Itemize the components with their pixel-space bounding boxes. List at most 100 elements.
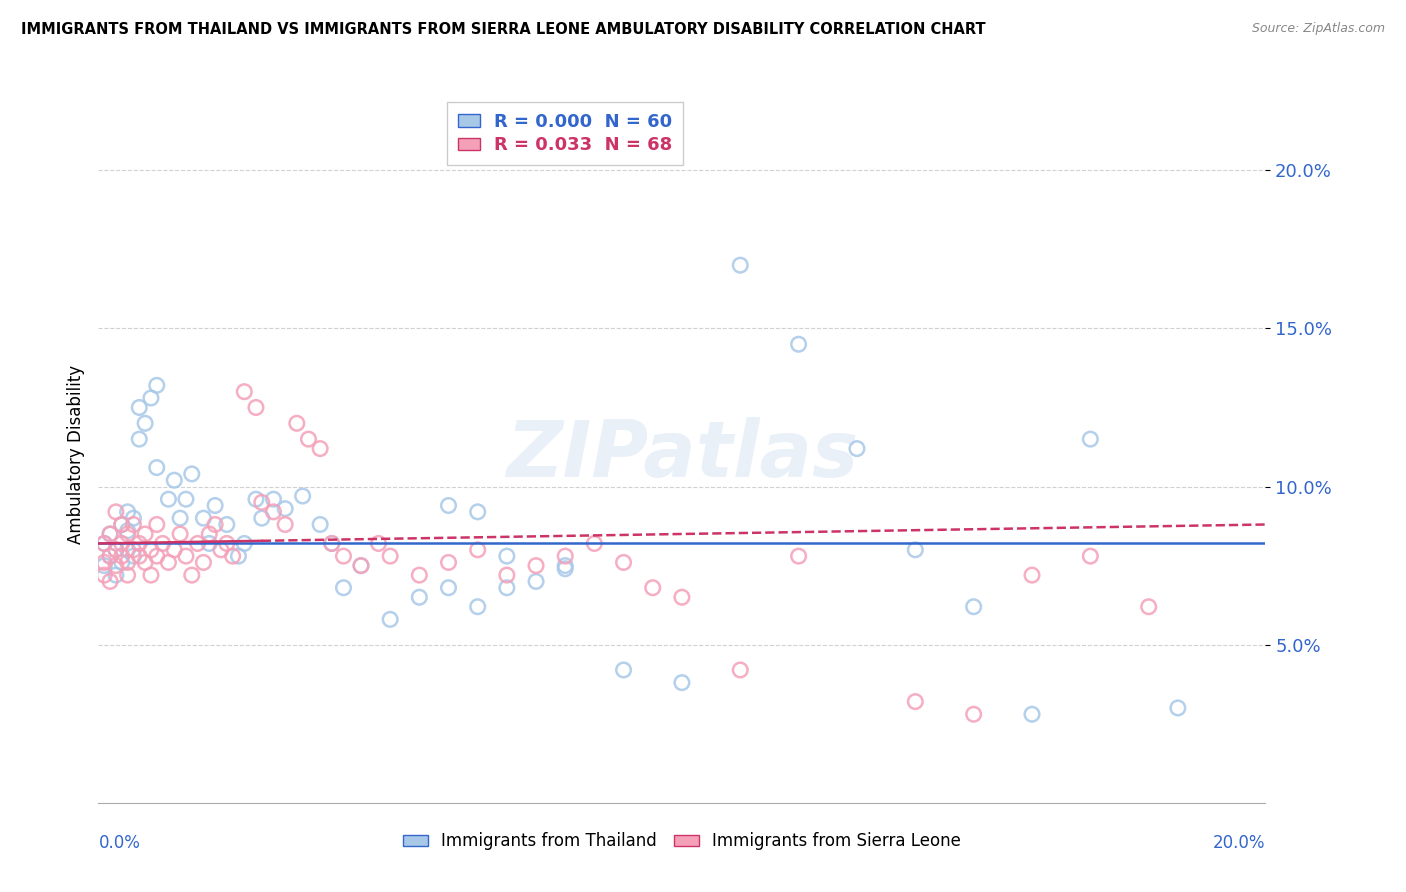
Point xyxy=(104,542,127,557)
Point xyxy=(904,542,927,557)
Point xyxy=(157,492,180,507)
Point xyxy=(554,562,576,576)
Point xyxy=(350,558,373,573)
Point xyxy=(467,505,489,519)
Point xyxy=(671,675,693,690)
Point xyxy=(1080,432,1102,446)
Point xyxy=(583,536,606,550)
Point xyxy=(846,442,869,456)
Point xyxy=(193,511,215,525)
Point xyxy=(169,511,191,525)
Point xyxy=(122,517,145,532)
Point xyxy=(111,517,134,532)
Point xyxy=(98,574,121,589)
Point xyxy=(274,517,297,532)
Point xyxy=(221,549,243,563)
Point xyxy=(321,536,343,550)
Point xyxy=(98,549,121,563)
Point xyxy=(187,536,209,550)
Point xyxy=(117,524,139,538)
Point xyxy=(262,505,284,519)
Point xyxy=(496,581,519,595)
Point xyxy=(157,556,180,570)
Point xyxy=(93,536,115,550)
Point xyxy=(139,568,162,582)
Point xyxy=(209,542,232,557)
Point xyxy=(787,337,810,351)
Point xyxy=(437,581,460,595)
Point xyxy=(467,542,489,557)
Point xyxy=(117,556,139,570)
Point xyxy=(93,536,115,550)
Point xyxy=(117,568,139,582)
Point xyxy=(128,549,150,563)
Text: 20.0%: 20.0% xyxy=(1213,834,1265,852)
Point xyxy=(111,517,134,532)
Point xyxy=(437,499,460,513)
Point xyxy=(146,549,169,563)
Point xyxy=(215,517,238,532)
Point xyxy=(962,599,984,614)
Point xyxy=(174,492,197,507)
Point xyxy=(117,527,139,541)
Point xyxy=(228,549,250,563)
Point xyxy=(117,542,139,557)
Point xyxy=(93,568,115,582)
Point xyxy=(104,542,127,557)
Point xyxy=(117,505,139,519)
Point xyxy=(350,558,373,573)
Point xyxy=(111,556,134,570)
Point xyxy=(134,417,156,431)
Point xyxy=(122,542,145,557)
Point xyxy=(198,527,221,541)
Point xyxy=(671,591,693,605)
Point xyxy=(321,536,343,550)
Point xyxy=(1167,701,1189,715)
Point xyxy=(104,505,127,519)
Point xyxy=(904,695,927,709)
Point xyxy=(250,511,273,525)
Point xyxy=(111,549,134,563)
Point xyxy=(93,558,115,573)
Point xyxy=(204,517,226,532)
Text: IMMIGRANTS FROM THAILAND VS IMMIGRANTS FROM SIERRA LEONE AMBULATORY DISABILITY C: IMMIGRANTS FROM THAILAND VS IMMIGRANTS F… xyxy=(21,22,986,37)
Point xyxy=(204,499,226,513)
Point xyxy=(163,542,186,557)
Point xyxy=(146,517,169,532)
Point xyxy=(163,473,186,487)
Point xyxy=(245,492,267,507)
Point xyxy=(180,467,202,481)
Point xyxy=(193,556,215,570)
Point xyxy=(496,549,519,563)
Point xyxy=(250,495,273,509)
Point xyxy=(332,581,354,595)
Point xyxy=(215,536,238,550)
Point xyxy=(730,663,752,677)
Text: Source: ZipAtlas.com: Source: ZipAtlas.com xyxy=(1251,22,1385,36)
Point xyxy=(524,558,547,573)
Point xyxy=(332,549,354,563)
Point xyxy=(291,489,314,503)
Point xyxy=(128,536,150,550)
Point xyxy=(169,527,191,541)
Point xyxy=(104,558,127,573)
Point xyxy=(139,542,162,557)
Point xyxy=(641,581,664,595)
Point xyxy=(128,432,150,446)
Point xyxy=(139,391,162,405)
Point xyxy=(1021,568,1043,582)
Point xyxy=(152,536,174,550)
Text: ZIPatlas: ZIPatlas xyxy=(506,417,858,493)
Point xyxy=(122,549,145,563)
Point xyxy=(408,568,430,582)
Point xyxy=(467,599,489,614)
Point xyxy=(111,536,134,550)
Point xyxy=(198,536,221,550)
Point xyxy=(730,258,752,272)
Point xyxy=(408,591,430,605)
Point xyxy=(174,549,197,563)
Legend: Immigrants from Thailand, Immigrants from Sierra Leone: Immigrants from Thailand, Immigrants fro… xyxy=(396,826,967,857)
Point xyxy=(146,460,169,475)
Point xyxy=(233,384,256,399)
Point xyxy=(1080,549,1102,563)
